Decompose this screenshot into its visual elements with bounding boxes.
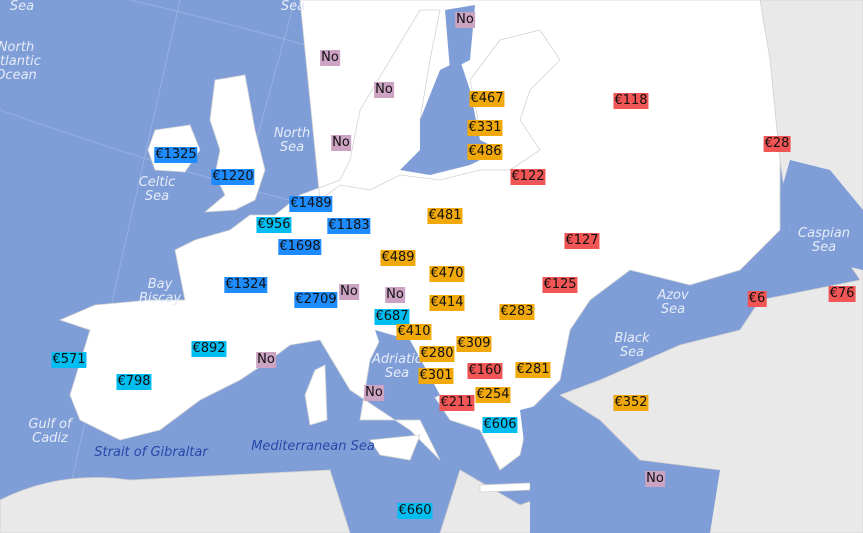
price-label: €956 — [256, 217, 292, 233]
aegean — [520, 400, 570, 470]
price-label: €2709 — [294, 292, 338, 308]
price-label: €118 — [613, 93, 649, 109]
price-label: €1325 — [154, 147, 198, 163]
price-label: €309 — [456, 336, 492, 352]
crete — [479, 482, 531, 493]
sea-label-top-left: Sea — [9, 0, 35, 14]
sea-label-north-atlantic: North Atlantic Ocean — [0, 40, 41, 83]
price-label: No — [331, 135, 351, 151]
price-label: €160 — [467, 363, 503, 379]
price-label: €1489 — [289, 196, 333, 212]
price-label: €410 — [396, 324, 432, 340]
price-label: No — [455, 12, 475, 28]
price-label: €470 — [429, 266, 465, 282]
price-label: €301 — [418, 368, 454, 384]
price-label: €571 — [51, 352, 87, 368]
adriatic — [375, 330, 440, 405]
price-label: €283 — [499, 304, 535, 320]
price-label: No — [385, 287, 405, 303]
price-label: €28 — [763, 136, 791, 152]
price-label: €606 — [482, 417, 518, 433]
price-label: €281 — [515, 362, 551, 378]
price-label: €280 — [419, 346, 455, 362]
eastern-med — [530, 470, 720, 533]
price-label: €211 — [439, 395, 475, 411]
sea-label-celtic: Celtic Sea — [138, 175, 176, 204]
price-label: €125 — [542, 277, 578, 293]
price-label: €1698 — [278, 239, 322, 255]
sea-label-north-sea: North Sea — [273, 126, 311, 155]
price-label: €331 — [467, 120, 503, 136]
corsica-sardinia — [304, 364, 328, 426]
sea-label-caspian: Caspian Sea — [798, 226, 850, 255]
price-label: €254 — [475, 387, 511, 403]
price-label: €687 — [374, 309, 410, 325]
price-label: No — [256, 352, 276, 368]
price-label: €1183 — [327, 218, 371, 234]
price-label: €1220 — [211, 169, 255, 185]
price-label: No — [320, 50, 340, 66]
price-label: €6 — [747, 291, 767, 307]
sea-label-mediterranean: Mediterranean Sea — [251, 439, 375, 454]
sea-label-top-mid: Sea — [280, 0, 306, 14]
sea-label-adriatic: Adriatic Sea — [372, 352, 422, 381]
sea-label-black: Black Sea — [614, 331, 650, 360]
price-label: No — [374, 82, 394, 98]
price-label: €76 — [828, 286, 856, 302]
price-label: €481 — [427, 208, 463, 224]
price-label: €660 — [397, 503, 433, 519]
price-label: €1324 — [224, 277, 268, 293]
price-label: No — [645, 471, 665, 487]
price-label: No — [339, 284, 359, 300]
price-label: €122 — [510, 169, 546, 185]
price-label: €486 — [467, 144, 503, 160]
caspian — [780, 160, 863, 270]
black-sea — [570, 285, 745, 370]
price-label: No — [364, 385, 384, 401]
price-label: €467 — [469, 91, 505, 107]
sea-label-gibraltar: Strait of Gibraltar — [94, 445, 208, 460]
sicily — [369, 434, 421, 461]
price-label: €127 — [564, 233, 600, 249]
sea-label-cadiz: Gulf of Cadiz — [28, 417, 72, 446]
sea-label-azov: Azov Sea — [657, 288, 689, 317]
price-label: €798 — [116, 374, 152, 390]
price-label: €414 — [429, 295, 465, 311]
sea-label-biscay: Bay Biscay — [138, 277, 182, 306]
price-label: €892 — [191, 341, 227, 357]
price-label: €352 — [613, 395, 649, 411]
price-label: €489 — [380, 250, 416, 266]
